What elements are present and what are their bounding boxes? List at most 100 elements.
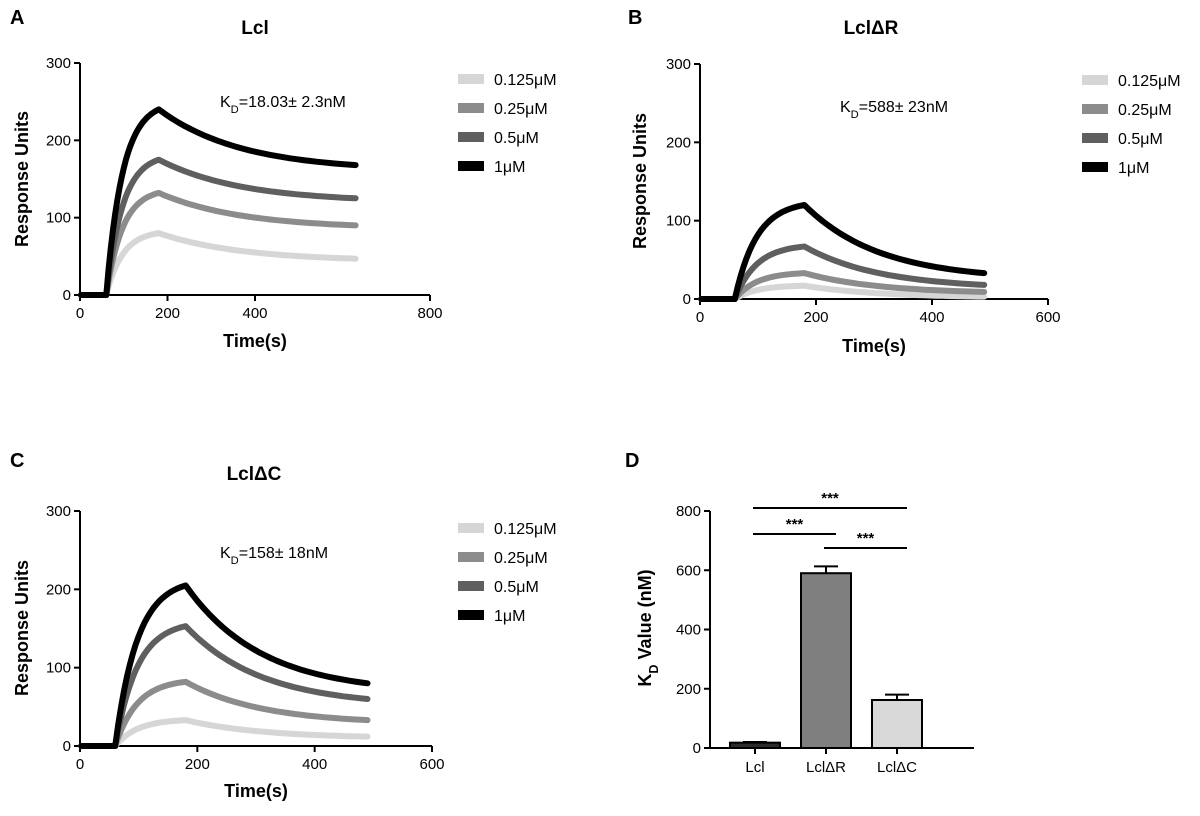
y-axis-label: Response Units: [630, 113, 650, 249]
legend-swatch: [458, 74, 484, 84]
series-line-1: [78, 678, 371, 749]
y-axis-label: Response Units: [12, 560, 32, 696]
legend-swatch: [1082, 104, 1108, 114]
x-tick-label: Lcl: [745, 759, 764, 776]
y-tick-label: 0: [63, 738, 71, 755]
kd-annotation-subscript: D: [231, 555, 239, 567]
legend-swatch: [458, 610, 484, 620]
y-tick-label: 0: [693, 740, 701, 757]
panel-letter: B: [628, 7, 642, 29]
x-tick-label: 400: [242, 305, 267, 322]
legend-label: 0.125μM: [494, 521, 557, 538]
legend-label: 0.5μM: [494, 579, 539, 596]
x-tick-label: LclΔR: [806, 759, 846, 776]
legend-label: 1μM: [1118, 160, 1149, 177]
y-axis-label: KD Value (nM): [635, 569, 661, 686]
x-tick-label: 400: [919, 309, 944, 326]
significance-label: ***: [857, 530, 875, 547]
panel-letter: A: [10, 7, 24, 29]
kd-annotation-rest: =588± 23nM: [859, 99, 948, 116]
y-axis-label-rest: Value (nM): [635, 569, 655, 664]
y-tick-label: 600: [676, 562, 701, 579]
x-tick-label: 200: [155, 305, 180, 322]
legend-label: 0.5μM: [1118, 131, 1163, 148]
y-tick-label: 300: [46, 503, 71, 520]
panel-c: C LclΔC 0 100 200 300 0 200 400 600 Response Units…: [10, 450, 557, 801]
legend-swatch: [1082, 75, 1108, 85]
x-tick-label: 600: [419, 756, 444, 773]
legend-label: 0.125μM: [1118, 73, 1181, 90]
y-tick-label: 200: [46, 581, 71, 598]
y-tick-label: 200: [666, 134, 691, 151]
panel-letter: D: [625, 450, 639, 472]
kd-annotation-subscript: D: [851, 109, 859, 121]
x-tick-label: 0: [76, 756, 84, 773]
x-tick-label: 0: [696, 309, 704, 326]
kd-annotation-main: K: [220, 94, 231, 111]
x-tick-label: LclΔC: [877, 759, 917, 776]
chart-title: LclΔR: [844, 18, 899, 39]
kd-annotation: KD=158± 18nM: [220, 545, 328, 567]
x-tick-label: 0: [76, 305, 84, 322]
kd-annotation-rest: =18.03± 2.3nM: [239, 94, 346, 111]
y-tick-label: 400: [676, 622, 701, 639]
y-tick-label: 200: [676, 681, 701, 698]
bar-0: [729, 741, 781, 749]
y-tick-label: 100: [46, 210, 71, 227]
x-tick-label: 600: [1035, 309, 1060, 326]
legend-label: 1μM: [494, 159, 525, 176]
legend-swatch: [458, 552, 484, 562]
significance-label: ***: [786, 516, 804, 533]
legend-label: 0.5μM: [494, 130, 539, 147]
legend-label: 0.25μM: [494, 101, 548, 118]
series-line-1: [77, 189, 359, 298]
series-line-3: [698, 202, 988, 302]
panel-letter: C: [10, 450, 24, 472]
y-tick-label: 300: [46, 55, 71, 72]
x-axis-label: Time(s): [842, 336, 906, 356]
y-tick-label: 0: [683, 291, 691, 308]
y-tick-label: 100: [46, 660, 71, 677]
y-axis-label-subscript: D: [647, 664, 661, 673]
kd-annotation-main: K: [840, 99, 851, 116]
series-line-0: [698, 282, 988, 302]
series-line-0: [78, 717, 371, 749]
panel-a: A Lcl 0 100 200 300 0 200 400 800 Response Units Ti…: [10, 7, 557, 351]
x-tick-label: 200: [803, 309, 828, 326]
y-axis-label-main: K: [635, 674, 655, 687]
y-tick-label: 0: [63, 287, 71, 304]
legend-swatch: [458, 103, 484, 113]
legend-label: 1μM: [494, 608, 525, 625]
legend-label: 0.125μM: [494, 72, 557, 89]
x-axis-label: Time(s): [223, 331, 287, 351]
series-line-2: [78, 623, 371, 749]
y-tick-label: 800: [676, 503, 701, 520]
x-tick-label: 200: [185, 756, 210, 773]
panel-b: B LclΔR 0 100 200 300 0 200 400 600 Response Units…: [628, 7, 1181, 356]
legend-label: 0.25μM: [494, 550, 548, 567]
x-tick-label: 800: [417, 305, 442, 322]
kd-annotation: KD=588± 23nM: [840, 99, 948, 121]
y-tick-label: 300: [666, 56, 691, 73]
kd-annotation-main: K: [220, 545, 231, 562]
kd-annotation-subscript: D: [231, 104, 239, 116]
x-tick-label: 400: [302, 756, 327, 773]
legend-label: 0.25μM: [1118, 102, 1172, 119]
series-line-3: [77, 106, 359, 298]
series-line-1: [698, 270, 988, 302]
series-line-0: [77, 230, 359, 298]
legend-swatch: [458, 132, 484, 142]
y-tick-label: 200: [46, 132, 71, 149]
y-tick-label: 100: [666, 213, 691, 230]
significance-label: ***: [821, 490, 839, 507]
kd-annotation-rest: =158± 18nM: [239, 545, 328, 562]
legend-swatch: [458, 523, 484, 533]
kd-annotation: KD=18.03± 2.3nM: [220, 94, 346, 116]
chart-title: Lcl: [241, 18, 268, 39]
legend-swatch: [458, 161, 484, 171]
chart-title: LclΔC: [227, 464, 282, 485]
x-axis-label: Time(s): [224, 781, 288, 801]
y-axis-label: Response Units: [12, 111, 32, 247]
bar-1: [800, 572, 852, 750]
